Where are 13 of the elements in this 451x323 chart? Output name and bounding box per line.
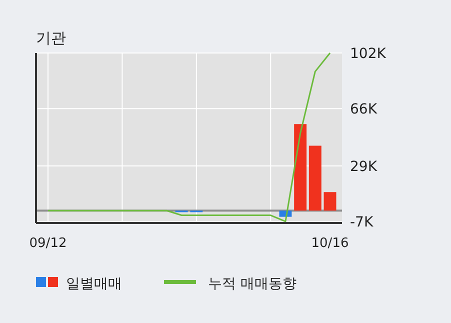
y-tick-label: 29K [350, 158, 378, 175]
x-tick-label: 09/12 [29, 236, 67, 251]
y-tick-label: 66K [350, 102, 378, 118]
y-tick-label: 102K [350, 46, 387, 62]
bar [308, 146, 322, 211]
line-series [47, 52, 331, 222]
bar [294, 124, 307, 211]
chart-title: 기관 [36, 29, 66, 47]
legend-label: 일별매매 [66, 276, 122, 292]
x-tick-label: 10/16 [311, 236, 349, 251]
y-tick-label: -7K [350, 214, 374, 230]
legend-label: 누적 매매동향 [208, 276, 296, 292]
bar [324, 192, 336, 211]
